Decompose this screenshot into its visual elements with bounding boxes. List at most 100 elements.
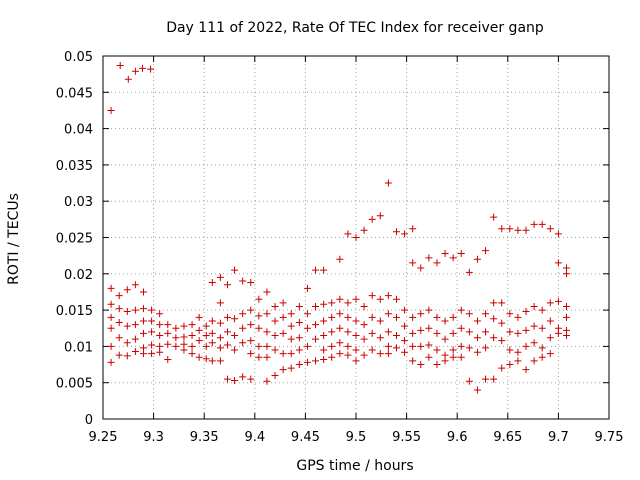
data-point (352, 332, 360, 340)
data-point (263, 310, 271, 318)
data-point (107, 324, 115, 332)
data-points (107, 61, 570, 394)
data-point (352, 346, 360, 354)
data-point (239, 277, 247, 285)
data-point (271, 302, 279, 310)
data-point (538, 324, 546, 332)
data-point (530, 302, 538, 310)
y-tick-label: 0.05 (64, 50, 93, 65)
data-point (352, 295, 360, 303)
data-point (263, 288, 271, 296)
data-point (336, 350, 344, 358)
data-point (392, 295, 400, 303)
data-point (271, 371, 279, 379)
data-point (107, 358, 115, 366)
data-point (522, 226, 530, 234)
data-point (255, 324, 263, 332)
data-point (538, 344, 546, 352)
data-point (344, 351, 352, 359)
data-point (336, 324, 344, 332)
data-point (139, 288, 147, 296)
data-point (328, 353, 336, 361)
data-point (376, 317, 384, 325)
data-point (131, 306, 139, 314)
data-point (180, 322, 188, 330)
data-point (328, 299, 336, 307)
data-point (384, 328, 392, 336)
data-point (139, 305, 147, 313)
data-point (328, 328, 336, 336)
data-point (409, 313, 417, 321)
data-point (376, 334, 384, 342)
data-point (490, 315, 498, 323)
data-point (247, 337, 255, 345)
data-point (344, 313, 352, 321)
data-point (320, 332, 328, 340)
x-tick-label: 9.6 (447, 430, 468, 445)
x-tick-label: 9.45 (291, 430, 320, 445)
data-point (336, 295, 344, 303)
data-point (409, 329, 417, 337)
data-point (312, 335, 320, 343)
data-point (156, 332, 164, 340)
data-point (131, 347, 139, 355)
data-point (449, 313, 457, 321)
data-point (188, 332, 196, 340)
data-point (180, 333, 188, 341)
data-point (223, 341, 231, 349)
data-point (530, 220, 538, 228)
data-point (295, 361, 303, 369)
data-point (202, 322, 210, 330)
data-point (115, 334, 123, 342)
data-point (522, 326, 530, 334)
data-point (506, 225, 514, 233)
data-point (208, 339, 216, 347)
data-point (107, 106, 115, 114)
data-point (131, 67, 139, 75)
data-point (417, 361, 425, 369)
data-point (392, 332, 400, 340)
y-tick-label: 0.035 (56, 159, 93, 174)
data-point (465, 268, 473, 276)
data-point (368, 313, 376, 321)
data-point (202, 332, 210, 340)
data-point (164, 355, 172, 363)
data-point (247, 375, 255, 383)
data-point (231, 266, 239, 274)
data-point (490, 213, 498, 221)
data-point (239, 373, 247, 381)
data-point (433, 346, 441, 354)
data-point (401, 306, 409, 314)
data-point (107, 300, 115, 308)
data-point (188, 321, 196, 329)
x-tick-label: 9.65 (493, 430, 522, 445)
data-point (303, 284, 311, 292)
data-point (392, 344, 400, 352)
data-point (255, 312, 263, 320)
data-point (514, 313, 522, 321)
data-point (148, 328, 156, 336)
data-point (441, 249, 449, 257)
x-tick-label: 9.25 (89, 430, 118, 445)
data-point (271, 346, 279, 354)
data-point (208, 329, 216, 337)
data-point (482, 344, 490, 352)
data-point (546, 334, 554, 342)
data-point (263, 328, 271, 336)
data-point (279, 329, 287, 337)
data-point (522, 342, 530, 350)
data-point (208, 279, 216, 287)
data-point (148, 350, 156, 358)
data-point (498, 337, 506, 345)
data-point (336, 339, 344, 347)
data-point (425, 341, 433, 349)
data-point (287, 322, 295, 330)
data-point (303, 324, 311, 332)
data-point (231, 377, 239, 385)
data-point (255, 342, 263, 350)
data-point (401, 230, 409, 238)
data-point (562, 313, 570, 321)
data-point (164, 321, 172, 329)
data-point (263, 342, 271, 350)
